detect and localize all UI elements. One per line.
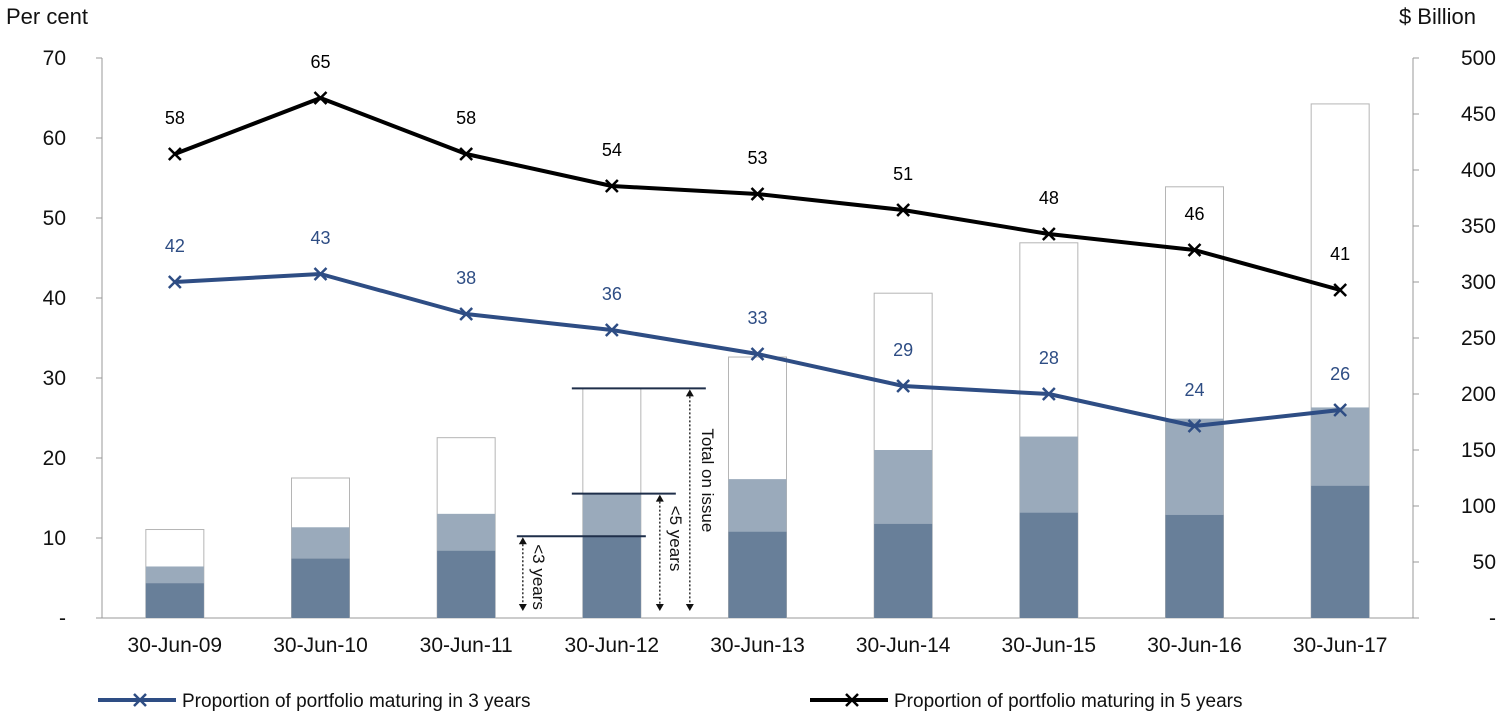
right-tick-label: 150	[1461, 439, 1496, 462]
line-marker	[313, 267, 328, 281]
left-tick-label: 60	[43, 127, 66, 150]
line-data-label: 29	[893, 340, 913, 360]
right-tick-label: 350	[1461, 215, 1496, 238]
bar-less-than-3-years	[1165, 514, 1224, 618]
bar-less-than-3-years	[145, 583, 204, 618]
line-marker	[750, 187, 765, 201]
line-data-label: 53	[747, 148, 767, 168]
line-marker	[167, 147, 182, 161]
right-tick-label: -	[1489, 607, 1496, 630]
left-tick-label: -	[59, 607, 66, 630]
bar-less-than-3-years	[728, 531, 787, 618]
line-data-label: 38	[456, 268, 476, 288]
line-data-label: 43	[310, 228, 330, 248]
line-data-label: 58	[165, 108, 185, 128]
line-data-label: 51	[893, 164, 913, 184]
line-data-label: 33	[747, 308, 767, 328]
bar-less-than-3-years	[291, 558, 350, 618]
annotations-group: <3 years <5 years Total on issue	[516, 387, 717, 611]
x-tick-label: 30-Jun-17	[1293, 634, 1388, 657]
annotation-arrow-3-years-head-top	[518, 537, 527, 545]
line-data-label: 24	[1184, 380, 1204, 400]
right-tick-label: 400	[1461, 159, 1496, 182]
x-tick-label: 30-Jun-16	[1147, 634, 1242, 657]
right-tick-label: 450	[1461, 103, 1496, 126]
bar-less-than-3-years	[1311, 485, 1370, 618]
annotation-label-total: Total on issue	[698, 428, 717, 532]
line-marker	[1041, 387, 1056, 401]
line-marker	[1187, 243, 1202, 257]
x-tick-label: 30-Jun-11	[420, 634, 513, 657]
bar-less-than-3-years	[437, 550, 496, 618]
annotation-arrow-total-head-bottom	[685, 604, 694, 611]
right-tick-label: 200	[1461, 383, 1496, 406]
left-tick-label: 10	[43, 527, 66, 550]
x-tick-label: 30-Jun-15	[1002, 634, 1097, 657]
line-marker	[1333, 283, 1348, 297]
legend-swatch-marker	[845, 693, 859, 707]
line-data-label: 58	[456, 108, 476, 128]
legend: Proportion of portfolio maturing in 3 ye…	[98, 691, 1243, 712]
line-marker	[604, 323, 619, 337]
annotation-arrow-5-years-head-bottom	[655, 604, 664, 611]
left-tick-label: 30	[43, 367, 66, 390]
x-tick-label: 30-Jun-13	[710, 634, 805, 657]
annotation-label-3-years: <3 years	[529, 544, 548, 610]
x-tick-label: 30-Jun-10	[273, 634, 368, 657]
x-tick-label: 30-Jun-09	[128, 634, 223, 657]
legend-swatch-marker	[133, 693, 147, 707]
line-data-label: 41	[1330, 244, 1350, 264]
line-data-label: 46	[1184, 204, 1204, 224]
right-tick-label: 300	[1461, 271, 1496, 294]
annotation-arrow-3-years-head-bottom	[518, 604, 527, 611]
right-tick-label: 50	[1473, 551, 1496, 574]
annotation-arrow-total-head-top	[685, 389, 694, 397]
legend-label: Proportion of portfolio maturing in 3 ye…	[182, 691, 531, 712]
left-axis-ticks: - 10 20 30 40 50 60 70	[43, 47, 102, 630]
right-tick-label: 250	[1461, 327, 1496, 350]
annotation-label-5-years: <5 years	[666, 506, 685, 572]
x-tick-label: 30-Jun-12	[565, 634, 660, 657]
left-tick-label: 20	[43, 447, 66, 470]
line-marker	[750, 347, 765, 361]
right-tick-label: 500	[1461, 47, 1496, 70]
line-data-label: 28	[1039, 348, 1059, 368]
left-tick-label: 70	[43, 47, 66, 70]
legend-label: Proportion of portfolio maturing in 5 ye…	[894, 691, 1243, 712]
line-marker	[896, 379, 911, 393]
line-data-label: 65	[310, 52, 330, 72]
line-marker	[604, 179, 619, 193]
bars-group	[145, 103, 1370, 619]
line-data-label: 42	[165, 236, 185, 256]
right-axis-ticks: - 50 100 150 200 250 300 350 400 450 500	[1413, 47, 1496, 630]
line-marker	[459, 307, 474, 321]
line-marker	[1041, 227, 1056, 241]
x-tick-label: 30-Jun-14	[856, 634, 951, 657]
annotation-arrow-5-years-head-top	[655, 494, 664, 502]
left-tick-label: 40	[43, 287, 66, 310]
bar-less-than-3-years	[1019, 512, 1078, 618]
left-tick-label: 50	[43, 207, 66, 230]
line-data-label: 26	[1330, 364, 1350, 384]
lines-group: 42 43 38 36 33 29 28 24 26 58 65 58 54 53 51 48 46 41	[165, 52, 1350, 433]
line-marker	[459, 147, 474, 161]
line-marker	[167, 275, 182, 289]
line-marker	[313, 91, 328, 105]
right-tick-label: 100	[1461, 495, 1496, 518]
bar-less-than-3-years	[582, 536, 641, 618]
left-axis-unit: Per cent	[6, 4, 88, 29]
line-marker	[1333, 403, 1348, 417]
line-data-label: 36	[602, 284, 622, 304]
line-marker	[896, 203, 911, 217]
right-axis-unit: $ Billion	[1399, 4, 1476, 29]
bar-less-than-3-years	[874, 523, 933, 618]
x-axis-ticks: 30-Jun-09 30-Jun-10 30-Jun-11 30-Jun-12 30-J…	[128, 634, 1388, 657]
line-data-label: 48	[1039, 188, 1059, 208]
line-marker	[1187, 419, 1202, 433]
line-data-label: 54	[602, 140, 622, 160]
